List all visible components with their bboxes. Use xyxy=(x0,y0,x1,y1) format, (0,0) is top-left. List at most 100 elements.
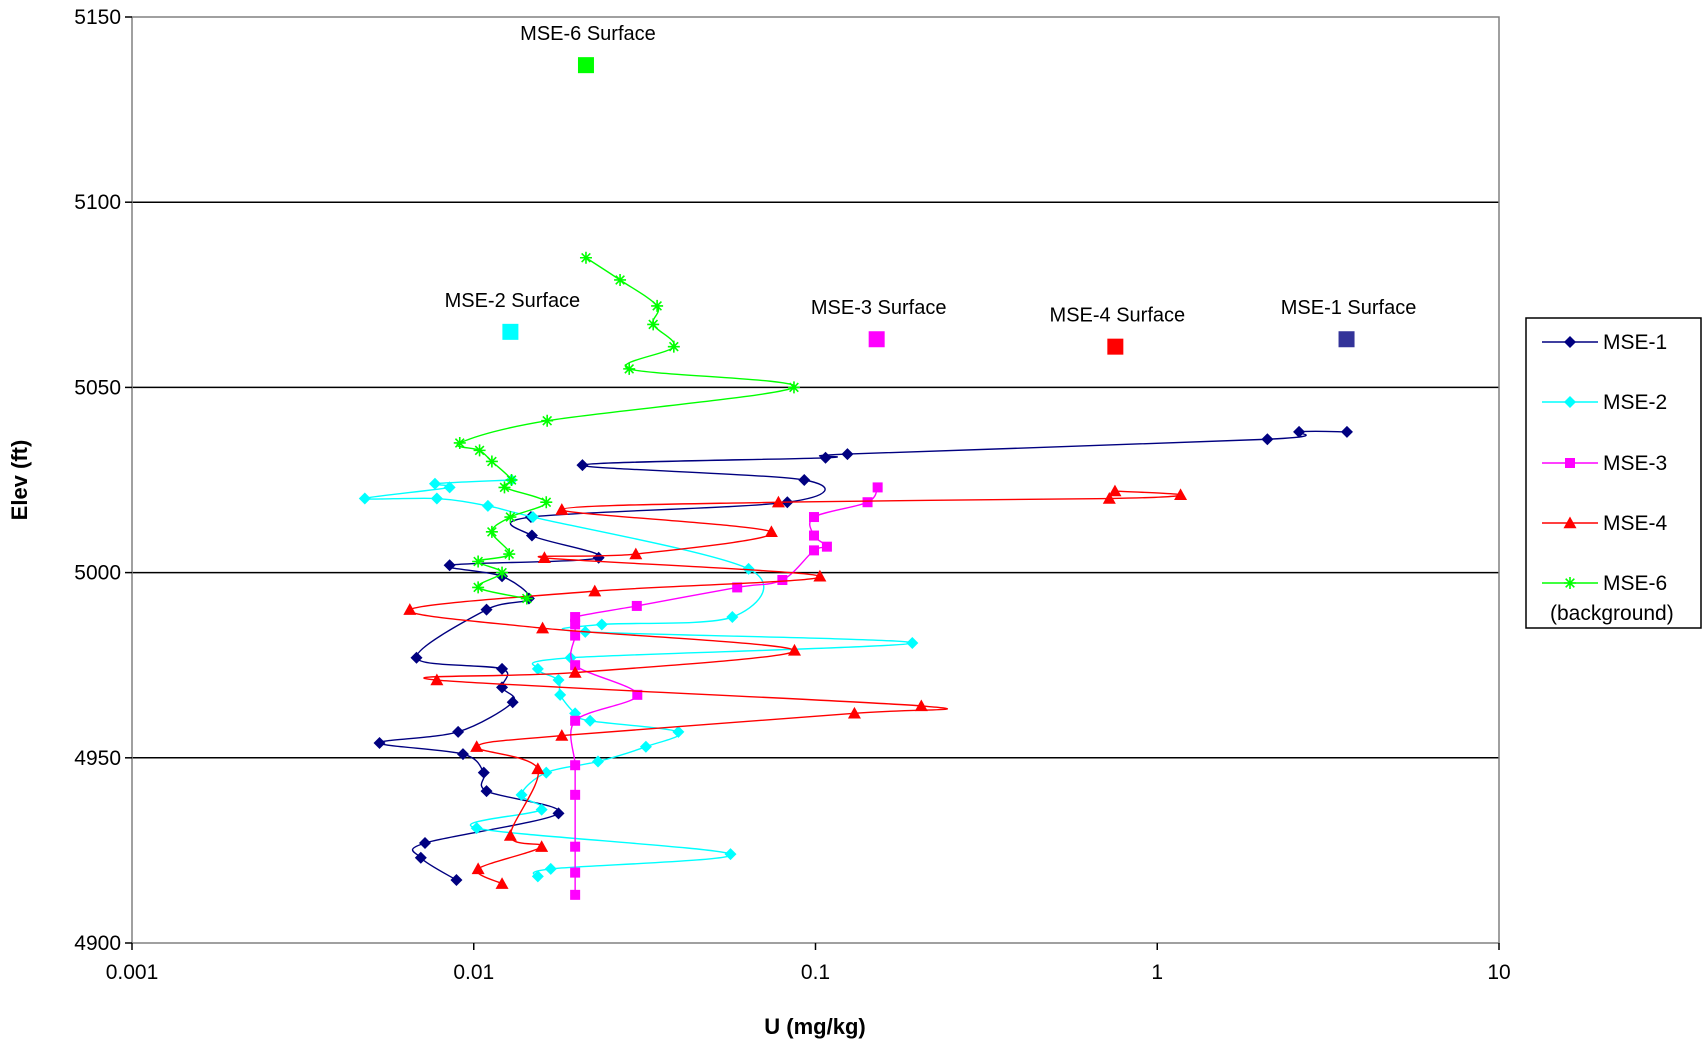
data-point xyxy=(570,841,581,852)
surface-marker xyxy=(868,331,885,348)
y-axis: 4900 4950 5000 5050 5100 5150 xyxy=(74,6,132,955)
data-point xyxy=(570,889,581,900)
x-tick-label: 0.001 xyxy=(106,961,159,984)
data-point xyxy=(764,525,778,538)
data-point xyxy=(456,748,469,761)
grid-lines xyxy=(132,201,1499,759)
data-point xyxy=(358,492,371,505)
data-point xyxy=(544,862,557,875)
data-point xyxy=(584,714,597,727)
data-point xyxy=(414,851,427,864)
data-point xyxy=(535,840,549,852)
data-point xyxy=(570,867,581,878)
legend-swatch-marker xyxy=(1564,396,1576,408)
data-point xyxy=(443,559,456,572)
data-point xyxy=(480,603,493,616)
surface-label: MSE-4 Surface xyxy=(1050,305,1186,327)
data-point xyxy=(540,496,553,509)
legend-item: MSE-4 xyxy=(1542,512,1668,535)
x-tick-label: 0.01 xyxy=(453,961,494,984)
data-point xyxy=(472,555,485,568)
legend-item: MSE-2 xyxy=(1542,391,1667,414)
data-point xyxy=(623,362,636,375)
data-point xyxy=(554,688,567,701)
data-point xyxy=(505,474,518,486)
data-point xyxy=(771,495,785,508)
data-point xyxy=(504,511,517,524)
data-point xyxy=(418,836,431,849)
data-point xyxy=(631,600,642,611)
y-tick-label: 4900 xyxy=(74,932,121,955)
data-point xyxy=(1293,425,1306,438)
data-point xyxy=(525,529,538,542)
data-point xyxy=(373,736,386,749)
data-point xyxy=(1108,484,1122,497)
data-point xyxy=(473,444,486,457)
data-point xyxy=(496,566,509,579)
data-point xyxy=(541,414,554,427)
data-point xyxy=(480,785,493,798)
legend-label: MSE-2 xyxy=(1603,391,1667,414)
data-point xyxy=(568,666,582,678)
surface-points: MSE-6 Surface MSE-2 Surface MSE-3 Surface M… xyxy=(445,23,1416,355)
data-point xyxy=(531,870,544,883)
data-point xyxy=(485,455,498,468)
data-point xyxy=(819,451,832,464)
data-point xyxy=(570,619,581,630)
data-point xyxy=(798,474,811,486)
data-point xyxy=(470,740,484,752)
data-point xyxy=(809,545,820,556)
data-point xyxy=(540,766,553,779)
legend-label: MSE-6 (background) xyxy=(1550,572,1674,625)
data-point xyxy=(535,803,548,816)
data-point xyxy=(452,725,465,738)
y-tick-label: 5000 xyxy=(74,562,121,585)
data-point xyxy=(555,503,569,515)
data-point xyxy=(470,822,483,835)
series-1 xyxy=(373,425,1353,887)
series-5 xyxy=(453,251,800,605)
legend-swatch-marker xyxy=(1564,336,1576,348)
data-point xyxy=(496,662,509,675)
surface-marker xyxy=(1107,338,1124,355)
series-3 xyxy=(570,482,883,900)
data-point xyxy=(809,512,820,523)
data-point xyxy=(472,581,485,594)
series-4 xyxy=(403,484,1188,889)
surface-marker xyxy=(502,323,519,340)
data-point xyxy=(1261,433,1274,446)
legend-item: MSE-3 xyxy=(1542,452,1667,475)
data-point xyxy=(531,762,545,775)
surface-label: MSE-6 Surface xyxy=(520,23,656,45)
data-point xyxy=(552,674,565,687)
data-point xyxy=(570,760,581,771)
data-point xyxy=(841,448,854,461)
data-point xyxy=(515,788,528,801)
data-point xyxy=(651,299,664,312)
data-point xyxy=(576,459,589,472)
data-point xyxy=(787,381,800,394)
data-point xyxy=(732,582,743,593)
y-tick-label: 5050 xyxy=(74,376,121,399)
data-point xyxy=(592,755,605,768)
data-point xyxy=(1102,492,1116,504)
legend-box xyxy=(1525,317,1702,629)
legend-label: MSE-4 xyxy=(1603,512,1668,535)
surface-marker xyxy=(577,57,594,74)
data-point xyxy=(647,318,660,331)
data-point xyxy=(555,729,569,741)
x-tick-label: 1 xyxy=(1151,961,1163,984)
surface-marker xyxy=(1338,331,1355,348)
data-point xyxy=(498,481,511,494)
data-point xyxy=(481,499,494,512)
data-point xyxy=(1340,425,1353,438)
data-point xyxy=(503,548,516,561)
data-point xyxy=(821,541,832,552)
series-2 xyxy=(358,474,919,883)
data-point xyxy=(531,662,544,675)
x-axis-title: U (mg/kg) xyxy=(764,1014,865,1039)
data-point xyxy=(787,643,801,656)
data-point xyxy=(410,651,423,664)
data-point xyxy=(526,511,539,524)
data-point xyxy=(495,877,509,889)
